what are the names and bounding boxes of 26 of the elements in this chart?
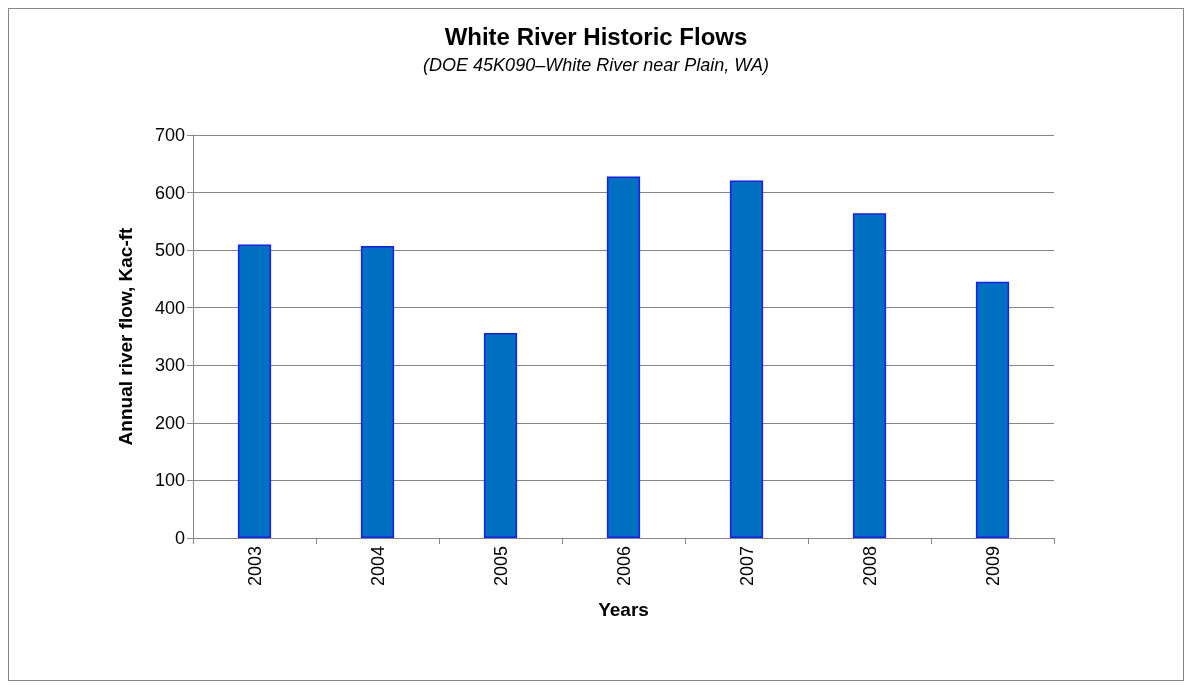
y-tick-label: 600 (154, 182, 185, 203)
x-tick-label: 2009 (982, 546, 1003, 587)
y-tick-label: 0 (174, 528, 185, 548)
x-tick-label: 2008 (859, 546, 880, 587)
x-axis-title: Years (598, 599, 649, 620)
y-tick-label: 300 (154, 355, 185, 376)
bar (237, 244, 272, 538)
bar (975, 281, 1010, 538)
bar (483, 333, 518, 538)
bar (606, 176, 641, 538)
y-axis-title: Annual river flow, Kac-ft (115, 226, 136, 446)
y-tick-label: 700 (154, 125, 185, 145)
bar (852, 213, 887, 538)
y-tick-label: 500 (154, 240, 185, 261)
chart-subtitle: (DOE 45K090–White River near Plain, WA) (423, 55, 769, 75)
x-tick-label: 2003 (244, 546, 265, 587)
x-tick-label: 2004 (367, 546, 388, 587)
y-tick-label: 100 (154, 470, 185, 491)
chart-title: White River Historic Flows (444, 22, 748, 50)
bar (360, 246, 395, 538)
bar (729, 180, 764, 538)
y-tick-label: 200 (154, 412, 185, 433)
y-tick-label: 400 (154, 297, 185, 318)
x-tick-label: 2005 (490, 546, 511, 587)
x-tick-label: 2006 (613, 546, 634, 587)
x-tick-label: 2007 (736, 546, 757, 587)
